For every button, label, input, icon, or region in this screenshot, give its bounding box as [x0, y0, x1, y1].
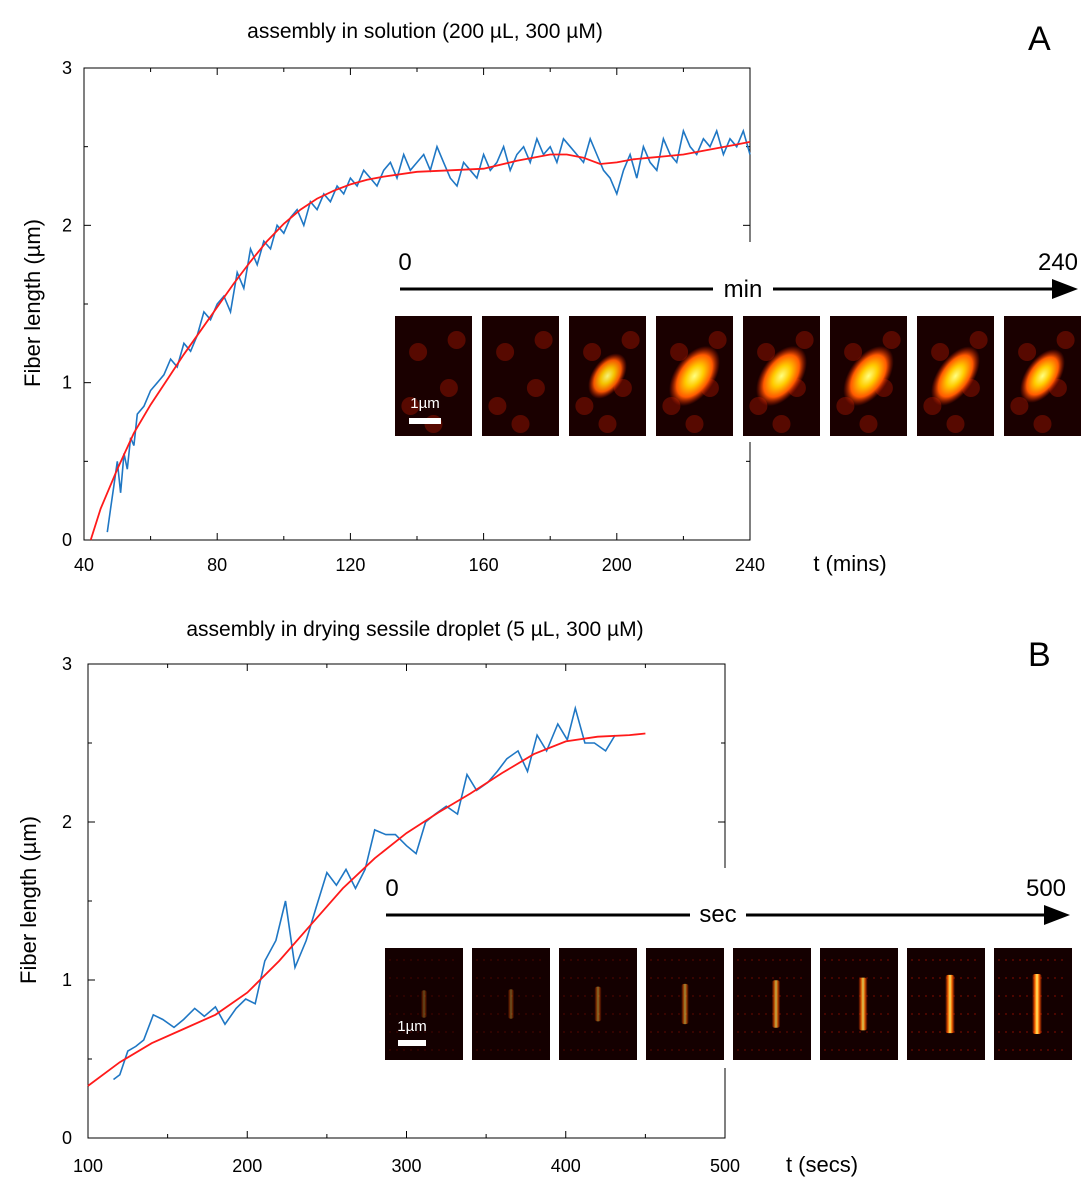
panel-b-inset-end-label: 500 [1026, 875, 1066, 902]
micrograph-frame [559, 948, 637, 1060]
panel-b-unit-label-background [690, 900, 746, 928]
panel-a-scalebar [409, 418, 441, 424]
y-tick-label: 1 [62, 970, 72, 990]
y-tick-label: 0 [62, 530, 72, 550]
x-tick-label: 120 [335, 555, 365, 575]
panel-a-label: A [1028, 20, 1051, 58]
panel-b-title: assembly in drying sessile droplet (5 µL… [186, 618, 643, 641]
panel-b-time-arrowhead [1044, 905, 1070, 925]
panel-a-scalebar-label: 1µm [410, 395, 439, 412]
panel-b: assembly in drying sessile droplet (5 µL… [16, 618, 1077, 1177]
panel-b-x-axis-label: t (secs) [786, 1152, 858, 1177]
panel-a-y-ticks: 0 1 2 3 [62, 58, 750, 550]
y-tick-label: 1 [62, 373, 72, 393]
panel-a-x-ticks: 40 80 120 160 200 240 [74, 68, 765, 575]
panel-b-label: B [1028, 636, 1051, 674]
panel-a-inset-unit-label: min [724, 276, 763, 303]
micrograph-frame [569, 316, 646, 436]
panel-b-fit-line [87, 732, 646, 1087]
x-tick-label: 240 [735, 555, 765, 575]
micrograph-frame [733, 948, 811, 1060]
panel-a-title: assembly in solution (200 µL, 300 µM) [247, 20, 603, 43]
panel-a-y-axis-label: Fiber length (µm) [20, 219, 45, 387]
micrograph-frame [820, 948, 898, 1060]
y-tick-label: 2 [62, 215, 72, 235]
micrograph-frame [395, 316, 472, 436]
panel-b-frames [385, 948, 1072, 1060]
y-tick-label: 3 [62, 654, 72, 674]
micrograph-frame [482, 316, 559, 436]
x-tick-label: 200 [602, 555, 632, 575]
x-tick-label: 40 [74, 555, 94, 575]
micrograph-frame [830, 316, 907, 436]
micrograph-frame [743, 316, 820, 436]
panel-a-inset-start-label: 0 [398, 249, 411, 276]
x-tick-label: 300 [391, 1156, 421, 1176]
panel-b-inset-unit-label: sec [699, 901, 736, 928]
panel-b-scalebar-label: 1µm [397, 1018, 426, 1035]
y-tick-label: 2 [62, 812, 72, 832]
panel-a-frames [395, 316, 1081, 436]
panel-a-fit-line [89, 141, 751, 541]
panel-b-inset: 0 500 sec 1µm [372, 868, 1077, 1068]
panel-a-data-line [106, 128, 751, 533]
micrograph-frame [472, 948, 550, 1060]
x-tick-label: 200 [232, 1156, 262, 1176]
panel-b-y-axis-label: Fiber length (µm) [16, 816, 41, 984]
panel-a-inset: 0 240 min 1µm [384, 242, 1084, 442]
panel-a-x-axis-label: t (mins) [813, 551, 886, 576]
panel-b-x-ticks: 100 200 300 400 500 [73, 664, 740, 1176]
x-tick-label: 500 [710, 1156, 740, 1176]
micrograph-frame [656, 316, 733, 436]
x-tick-label: 160 [469, 555, 499, 575]
panel-a: assembly in solution (200 µL, 300 µM) A … [20, 20, 1084, 576]
panel-a-unit-label-background [713, 274, 773, 302]
x-tick-label: 80 [207, 555, 227, 575]
micrograph-frame [646, 948, 724, 1060]
micrograph-frame [907, 948, 985, 1060]
micrograph-frame [1004, 316, 1081, 436]
y-tick-label: 0 [62, 1128, 72, 1148]
x-tick-label: 400 [551, 1156, 581, 1176]
micrograph-frame [994, 948, 1072, 1060]
panel-b-scalebar [398, 1040, 426, 1046]
panel-b-inset-start-label: 0 [385, 875, 398, 902]
panel-a-time-arrowhead [1052, 279, 1078, 299]
y-tick-label: 3 [62, 58, 72, 78]
panel-a-inset-end-label: 240 [1038, 249, 1078, 276]
x-tick-label: 100 [73, 1156, 103, 1176]
panel-b-data-line [113, 705, 616, 1081]
micrograph-frame [917, 316, 994, 436]
